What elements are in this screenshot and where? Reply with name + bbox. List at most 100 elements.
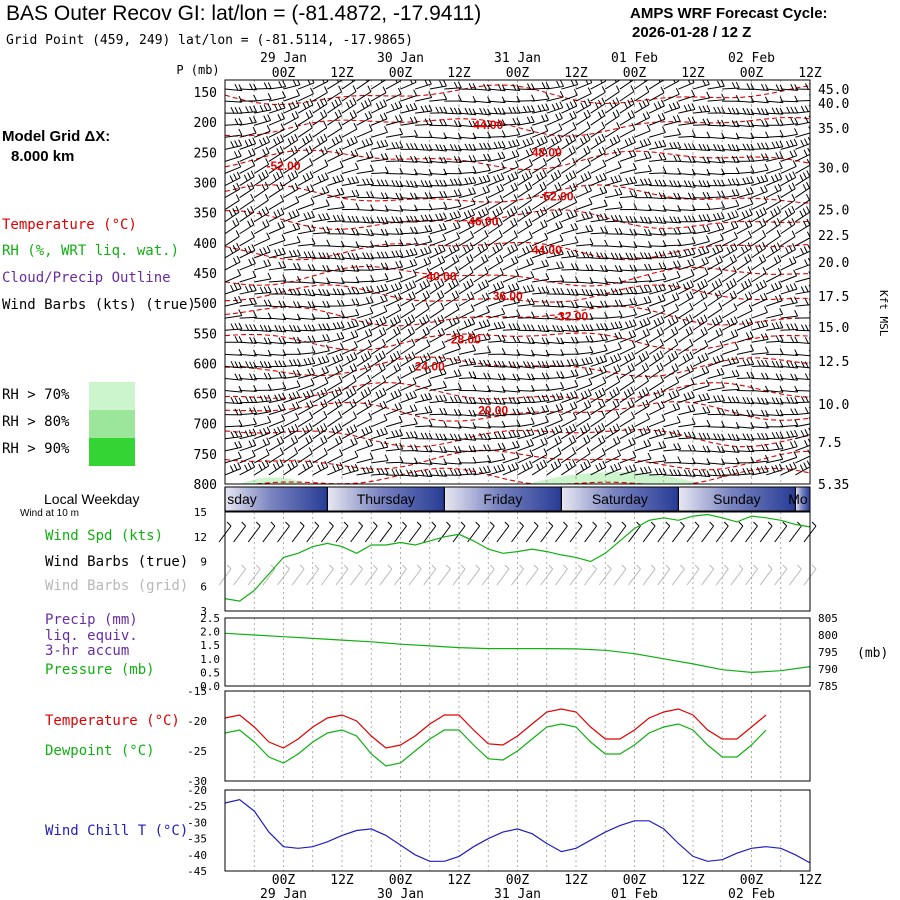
barb-staff <box>371 278 389 283</box>
barb-staff <box>721 248 738 259</box>
barb-flag <box>602 365 607 373</box>
barb-flag <box>731 120 736 127</box>
barb-flag <box>730 245 734 252</box>
barb-flag <box>310 197 315 204</box>
barb-flag <box>297 262 301 270</box>
barb-staff <box>473 338 491 343</box>
barb-flag <box>347 287 352 295</box>
barb-flag <box>384 440 389 448</box>
wind-barb <box>532 103 550 114</box>
barb-flag <box>610 176 615 184</box>
barb-flag <box>384 153 389 160</box>
wind-barb <box>385 87 402 102</box>
barb-flag <box>661 99 665 107</box>
barb-flag <box>468 83 473 90</box>
barb-flag <box>369 438 374 446</box>
barb-flag <box>514 243 519 250</box>
barb-flag <box>409 192 414 200</box>
wind-barb <box>692 235 710 247</box>
barb-flag <box>422 281 427 288</box>
wind-barb <box>575 197 593 211</box>
wind-barb <box>415 91 433 102</box>
barb-flag <box>243 174 248 182</box>
barb-flag <box>720 354 725 361</box>
barb-flag <box>439 469 444 477</box>
barb-flag <box>597 111 602 119</box>
barb-flag <box>282 325 287 333</box>
wind-barb <box>619 386 635 404</box>
barb-staff <box>678 344 693 355</box>
barb-flag <box>500 183 504 191</box>
barb-flag <box>383 427 388 434</box>
wind-barb <box>605 277 623 284</box>
barb-flag <box>266 232 271 239</box>
barb-flag <box>512 106 517 114</box>
wind-barb <box>341 228 360 236</box>
barb-flag <box>248 138 253 146</box>
barb-flag <box>272 174 277 181</box>
barb-flag <box>414 129 418 137</box>
barb-flag <box>280 134 285 141</box>
barb-flag <box>528 218 533 225</box>
wind-barb <box>283 122 299 138</box>
barb-flag <box>442 367 447 374</box>
barb-flag <box>598 136 603 143</box>
wind-barb <box>254 245 271 259</box>
wind-barb <box>371 240 389 248</box>
barb-staff <box>488 273 504 283</box>
barb-staff <box>225 211 240 223</box>
barb-flag <box>686 281 691 289</box>
wind-barb <box>400 280 417 295</box>
barb-staff <box>385 133 403 138</box>
wind-barb <box>663 180 682 188</box>
barb-flag <box>657 114 662 121</box>
barb-flag <box>702 225 707 232</box>
barb-flag <box>466 244 471 251</box>
barb-flag <box>362 467 366 474</box>
barb-flag <box>252 439 257 446</box>
wind-barb <box>414 246 432 259</box>
barb-flag <box>565 174 570 181</box>
barb-flag <box>540 427 545 435</box>
barb-flag <box>233 283 238 291</box>
barb-flag <box>734 210 739 217</box>
barb-flag <box>501 151 506 159</box>
barb-flag <box>672 102 677 110</box>
barb-flag <box>604 289 609 296</box>
barb-staff <box>561 163 576 174</box>
barb-flag <box>360 355 365 362</box>
barb-staff <box>341 91 357 102</box>
wind-barb <box>604 85 620 102</box>
wind-barb <box>604 109 620 126</box>
wind-barb <box>707 381 725 392</box>
barb-flag <box>309 411 314 418</box>
barb-staff <box>444 308 460 319</box>
barb-staff <box>268 175 284 186</box>
wind-barb <box>225 107 243 114</box>
barb-flag <box>307 289 312 296</box>
barb-staff <box>268 118 285 126</box>
wind-barb <box>414 267 431 283</box>
barb-flag <box>676 260 681 267</box>
barb-flag <box>402 564 407 570</box>
wind-barb <box>663 326 679 343</box>
wind-barb <box>561 249 579 259</box>
barb-flag <box>632 149 637 156</box>
barb-flag <box>238 309 243 316</box>
barb-flag <box>497 373 502 380</box>
wind-barb <box>649 179 667 187</box>
barb-flag <box>526 440 531 447</box>
wind-barb <box>561 145 576 162</box>
barb-flag <box>326 323 331 330</box>
wind-barb <box>590 226 609 235</box>
barb-staff <box>225 177 241 186</box>
barb-staff <box>312 139 328 150</box>
barb-flag <box>654 468 659 475</box>
barb-staff <box>502 353 520 356</box>
wind-barb <box>473 142 492 150</box>
barb-flag <box>426 339 431 347</box>
barb-staff <box>444 87 462 90</box>
wind-barb <box>619 252 638 260</box>
barb-staff <box>458 248 474 259</box>
barb-staff <box>561 465 576 476</box>
